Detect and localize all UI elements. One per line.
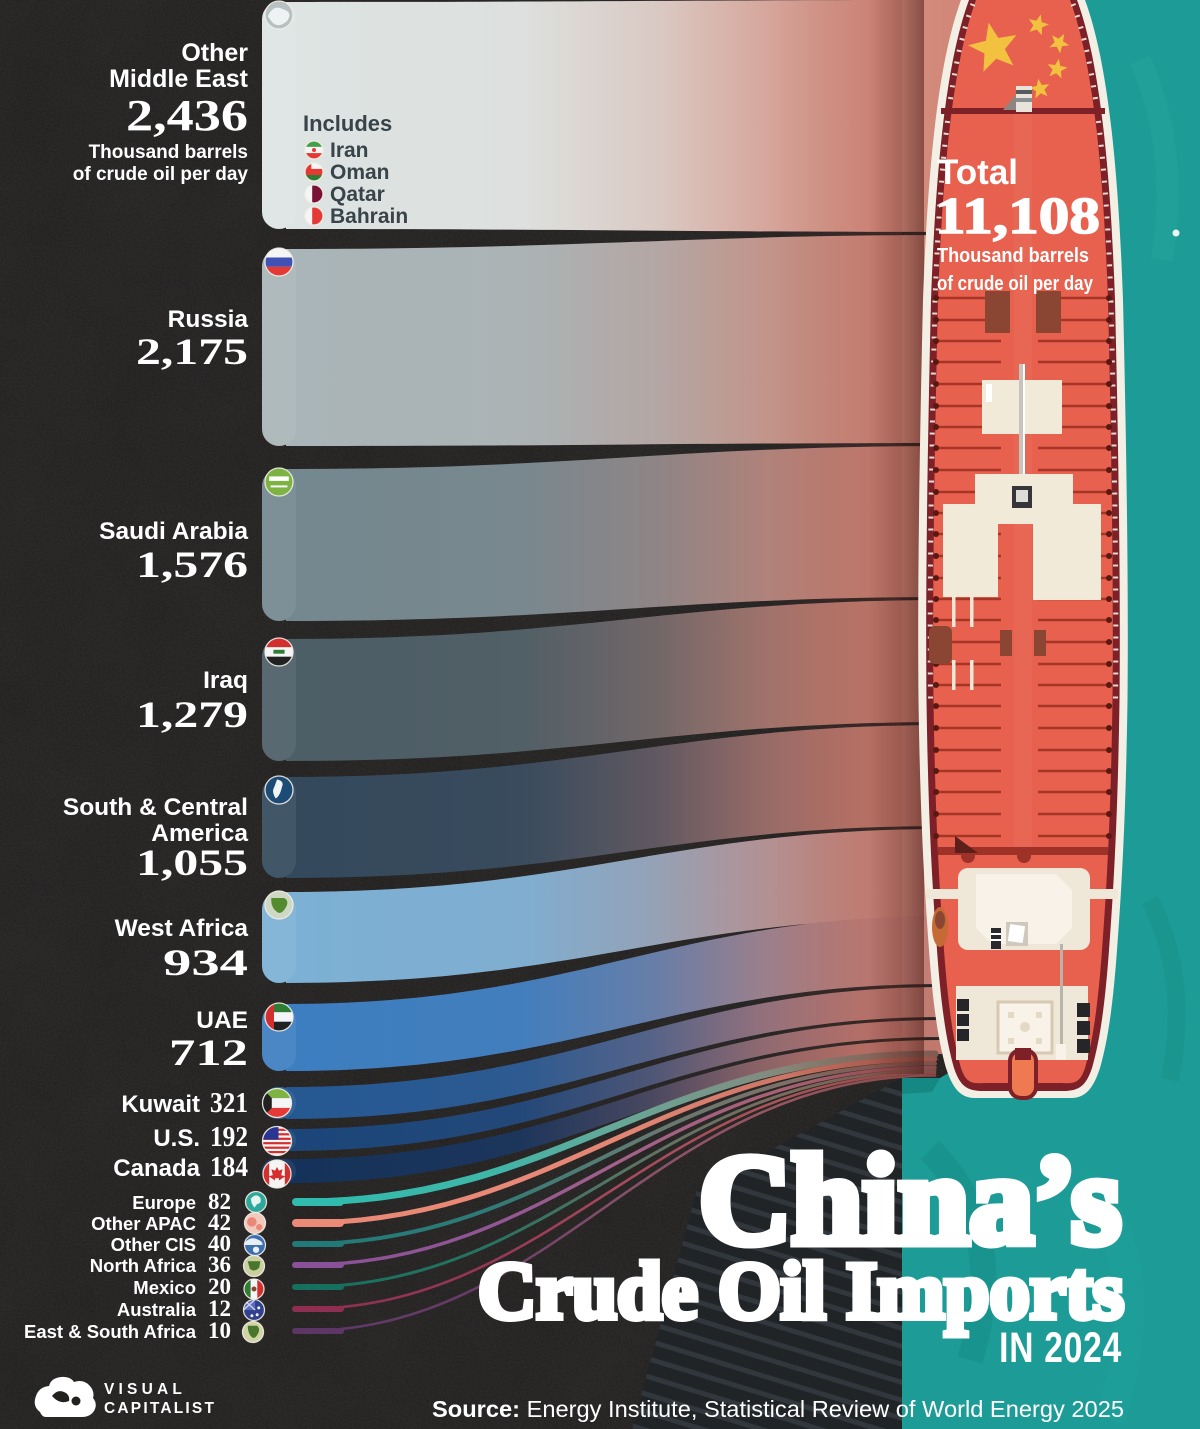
svg-text:U.S.: U.S. <box>153 1125 200 1152</box>
svg-text:Other: Other <box>181 39 248 67</box>
svg-text:Australia: Australia <box>117 1299 197 1320</box>
svg-text:South & Central: South & Central <box>63 794 248 821</box>
svg-text:of crude oil per day: of crude oil per day <box>73 164 249 185</box>
svg-text:Russia: Russia <box>168 306 249 333</box>
svg-text:1,055: 1,055 <box>136 843 248 884</box>
svg-text:Bahrain: Bahrain <box>330 205 408 228</box>
svg-text:Thousand barrels: Thousand barrels <box>937 245 1089 267</box>
svg-text:Mexico: Mexico <box>133 1277 196 1298</box>
svg-text:Other CIS: Other CIS <box>111 1234 196 1255</box>
svg-text:2,175: 2,175 <box>136 332 248 373</box>
svg-text:Kuwait: Kuwait <box>121 1091 200 1118</box>
svg-text:East & South Africa: East & South Africa <box>24 1321 197 1342</box>
svg-text:321: 321 <box>210 1088 248 1119</box>
svg-text:36: 36 <box>208 1252 231 1277</box>
svg-text:Saudi Arabia: Saudi Arabia <box>99 518 248 545</box>
svg-text:192: 192 <box>210 1122 248 1153</box>
svg-text:Source: Energy Institute, Stat: Source: Energy Institute, Statistical Re… <box>432 1396 1124 1422</box>
svg-text:Includes: Includes <box>303 111 392 136</box>
svg-text:Iraq: Iraq <box>203 667 248 694</box>
svg-text:11,108: 11,108 <box>935 188 1100 245</box>
svg-text:Oman: Oman <box>330 161 390 184</box>
svg-text:CAPITALIST: CAPITALIST <box>104 1400 216 1417</box>
svg-text:North Africa: North Africa <box>90 1255 197 1276</box>
svg-text:UAE: UAE <box>196 1007 248 1034</box>
svg-text:VISUAL: VISUAL <box>104 1381 186 1398</box>
svg-text:Canada: Canada <box>113 1155 200 1182</box>
svg-text:712: 712 <box>169 1033 248 1074</box>
svg-text:1,576: 1,576 <box>136 545 248 586</box>
svg-text:40: 40 <box>208 1231 231 1256</box>
svg-text:Middle East: Middle East <box>109 65 249 93</box>
svg-text:184: 184 <box>210 1152 248 1183</box>
svg-text:82: 82 <box>208 1189 231 1214</box>
svg-text:IN 2024: IN 2024 <box>999 1324 1122 1372</box>
svg-text:Europe: Europe <box>132 1192 196 1213</box>
svg-text:2,436: 2,436 <box>126 91 248 140</box>
svg-text:20: 20 <box>208 1274 231 1299</box>
svg-text:934: 934 <box>163 943 248 984</box>
svg-text:42: 42 <box>208 1210 231 1235</box>
svg-text:10: 10 <box>208 1318 231 1343</box>
svg-text:Thousand barrels: Thousand barrels <box>89 142 248 163</box>
svg-text:Qatar: Qatar <box>330 183 385 206</box>
svg-text:America: America <box>151 820 248 847</box>
svg-text:12: 12 <box>208 1296 231 1321</box>
svg-text:China’s: China’s <box>699 1129 1121 1271</box>
svg-text:Other APAC: Other APAC <box>91 1213 196 1234</box>
svg-text:Total: Total <box>937 153 1018 192</box>
svg-text:of crude oil per day: of crude oil per day <box>937 273 1094 295</box>
svg-text:West Africa: West Africa <box>115 915 249 942</box>
svg-text:Crude Oil Imports: Crude Oil Imports <box>478 1244 1124 1336</box>
svg-text:1,279: 1,279 <box>136 695 248 736</box>
svg-text:Iran: Iran <box>330 139 369 162</box>
